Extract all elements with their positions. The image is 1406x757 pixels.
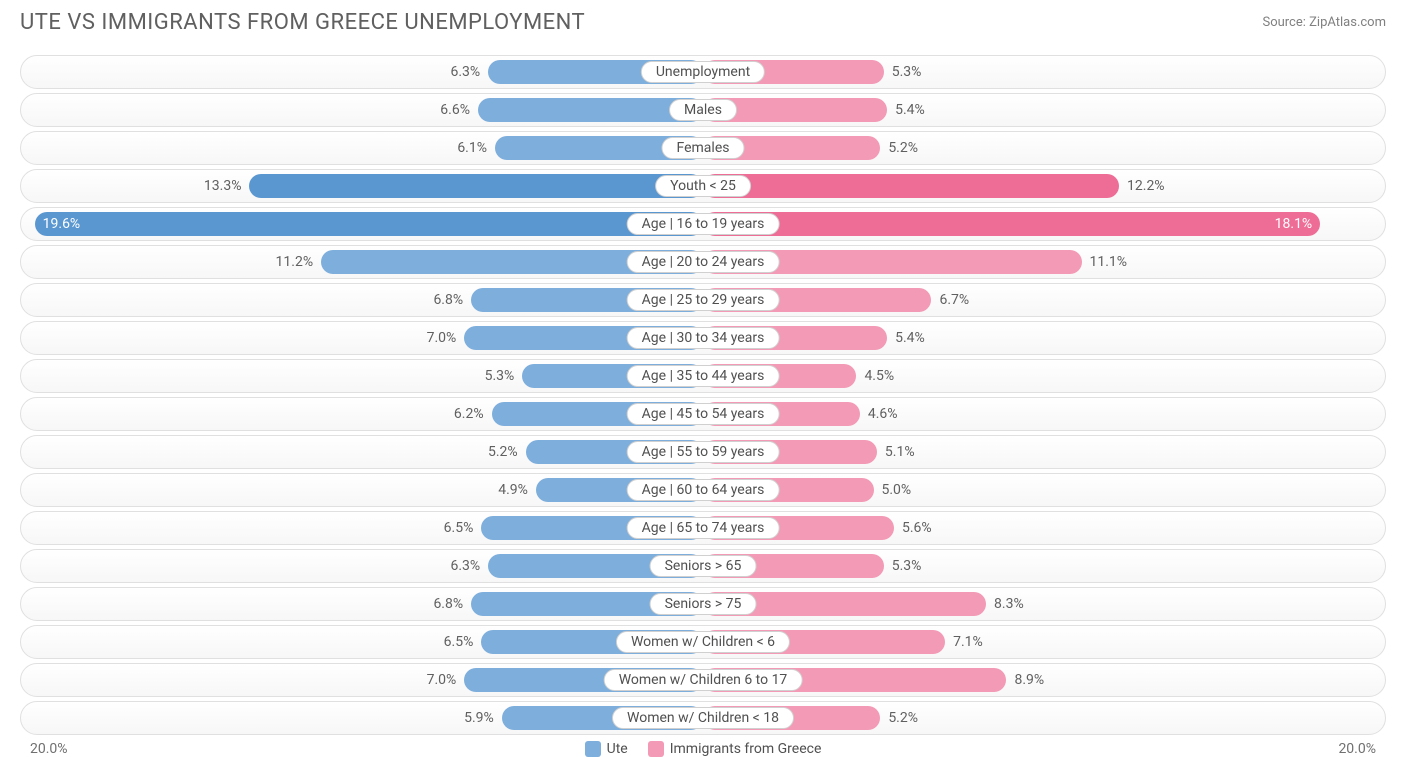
legend-swatch-left bbox=[585, 741, 601, 757]
chart-row: 5.9% 5.2% Women w/ Children < 18 bbox=[20, 701, 1386, 735]
chart-row: 4.9% 5.0% Age | 60 to 64 years bbox=[20, 473, 1386, 507]
chart-row: 6.3% 5.3% Seniors > 65 bbox=[20, 549, 1386, 583]
axis-max-right: 20.0% bbox=[1338, 741, 1376, 757]
axis-max-left: 20.0% bbox=[30, 741, 68, 757]
category-label: Unemployment bbox=[641, 61, 765, 83]
category-label: Women w/ Children 6 to 17 bbox=[604, 669, 803, 691]
chart-row: 6.6% 5.4% Males bbox=[20, 93, 1386, 127]
value-label-right: 6.7% bbox=[939, 292, 969, 308]
chart-header: UTE VS IMMIGRANTS FROM GREECE UNEMPLOYME… bbox=[20, 10, 1386, 35]
value-label-right: 7.1% bbox=[953, 634, 983, 650]
value-label-right: 5.4% bbox=[895, 330, 925, 346]
value-label-left: 13.3% bbox=[204, 178, 242, 194]
value-label-right: 12.2% bbox=[1127, 178, 1165, 194]
category-label: Age | 45 to 54 years bbox=[627, 403, 780, 425]
value-label-left: 6.5% bbox=[444, 520, 474, 536]
chart-title: UTE VS IMMIGRANTS FROM GREECE UNEMPLOYME… bbox=[20, 10, 585, 35]
legend-swatch-right bbox=[648, 741, 664, 757]
bar-right: 18.1% bbox=[703, 212, 1320, 236]
value-label-right: 5.0% bbox=[882, 482, 912, 498]
chart-row: 11.2% 11.1% Age | 20 to 24 years bbox=[20, 245, 1386, 279]
value-label-right: 5.1% bbox=[885, 444, 915, 460]
value-label-left: 11.2% bbox=[276, 254, 314, 270]
category-label: Age | 65 to 74 years bbox=[627, 517, 780, 539]
category-label: Seniors > 75 bbox=[650, 593, 757, 615]
chart-area: 6.3% 5.3% Unemployment 6.6% 5.4% Males 6.1% 5.2… bbox=[20, 55, 1386, 735]
value-label-left: 6.1% bbox=[457, 140, 487, 156]
chart-footer: 20.0% Ute Immigrants from Greece 20.0% bbox=[20, 741, 1386, 757]
value-label-left: 7.0% bbox=[427, 672, 457, 688]
category-label: Females bbox=[662, 137, 745, 159]
value-label-right: 11.1% bbox=[1090, 254, 1128, 270]
value-label-left: 6.3% bbox=[450, 558, 480, 574]
chart-row: 13.3% 12.2% Youth < 25 bbox=[20, 169, 1386, 203]
chart-row: 5.3% 4.5% Age | 35 to 44 years bbox=[20, 359, 1386, 393]
value-label-right: 5.3% bbox=[892, 64, 922, 80]
legend-label-right: Immigrants from Greece bbox=[670, 741, 822, 757]
value-label-right: 5.6% bbox=[902, 520, 932, 536]
category-label: Age | 20 to 24 years bbox=[627, 251, 780, 273]
value-label-left: 6.8% bbox=[433, 596, 463, 612]
value-label-right: 5.2% bbox=[888, 710, 918, 726]
value-label-left: 6.3% bbox=[450, 64, 480, 80]
bar-right bbox=[703, 174, 1119, 198]
category-label: Age | 25 to 29 years bbox=[627, 289, 780, 311]
category-label: Age | 55 to 59 years bbox=[627, 441, 780, 463]
legend-item-left: Ute bbox=[585, 741, 628, 757]
chart-row: 6.8% 8.3% Seniors > 75 bbox=[20, 587, 1386, 621]
value-label-left: 6.6% bbox=[440, 102, 470, 118]
value-label-left: 7.0% bbox=[427, 330, 457, 346]
value-label-left: 6.8% bbox=[433, 292, 463, 308]
legend-item-right: Immigrants from Greece bbox=[648, 741, 822, 757]
chart-row: 6.1% 5.2% Females bbox=[20, 131, 1386, 165]
category-label: Age | 35 to 44 years bbox=[627, 365, 780, 387]
value-label-left: 19.6% bbox=[43, 216, 81, 232]
chart-row: 6.5% 7.1% Women w/ Children < 6 bbox=[20, 625, 1386, 659]
category-label: Males bbox=[669, 99, 737, 121]
category-label: Women w/ Children < 18 bbox=[612, 707, 794, 729]
category-label: Age | 60 to 64 years bbox=[627, 479, 780, 501]
value-label-left: 5.2% bbox=[488, 444, 518, 460]
value-label-left: 5.9% bbox=[464, 710, 494, 726]
bar-left bbox=[249, 174, 703, 198]
value-label-right: 5.3% bbox=[892, 558, 922, 574]
value-label-right: 8.3% bbox=[994, 596, 1024, 612]
value-label-right: 5.2% bbox=[888, 140, 918, 156]
bar-left: 19.6% bbox=[35, 212, 703, 236]
category-label: Age | 30 to 34 years bbox=[627, 327, 780, 349]
chart-row: 6.2% 4.6% Age | 45 to 54 years bbox=[20, 397, 1386, 431]
chart-row: 7.0% 8.9% Women w/ Children 6 to 17 bbox=[20, 663, 1386, 697]
value-label-left: 6.2% bbox=[454, 406, 484, 422]
legend: Ute Immigrants from Greece bbox=[585, 741, 822, 757]
chart-source: Source: ZipAtlas.com bbox=[1262, 15, 1386, 30]
value-label-right: 5.4% bbox=[895, 102, 925, 118]
value-label-right: 8.9% bbox=[1014, 672, 1044, 688]
legend-label-left: Ute bbox=[607, 741, 628, 757]
value-label-left: 5.3% bbox=[485, 368, 515, 384]
category-label: Women w/ Children < 6 bbox=[616, 631, 790, 653]
chart-row: 5.2% 5.1% Age | 55 to 59 years bbox=[20, 435, 1386, 469]
value-label-right: 18.1% bbox=[1275, 216, 1313, 232]
value-label-left: 4.9% bbox=[498, 482, 528, 498]
value-label-right: 4.6% bbox=[868, 406, 898, 422]
value-label-left: 6.5% bbox=[444, 634, 474, 650]
chart-row: 19.6% 18.1% Age | 16 to 19 years bbox=[20, 207, 1386, 241]
value-label-right: 4.5% bbox=[864, 368, 894, 384]
chart-row: 7.0% 5.4% Age | 30 to 34 years bbox=[20, 321, 1386, 355]
category-label: Age | 16 to 19 years bbox=[627, 213, 780, 235]
chart-row: 6.5% 5.6% Age | 65 to 74 years bbox=[20, 511, 1386, 545]
chart-row: 6.3% 5.3% Unemployment bbox=[20, 55, 1386, 89]
category-label: Youth < 25 bbox=[655, 175, 751, 197]
category-label: Seniors > 65 bbox=[650, 555, 757, 577]
chart-row: 6.8% 6.7% Age | 25 to 29 years bbox=[20, 283, 1386, 317]
